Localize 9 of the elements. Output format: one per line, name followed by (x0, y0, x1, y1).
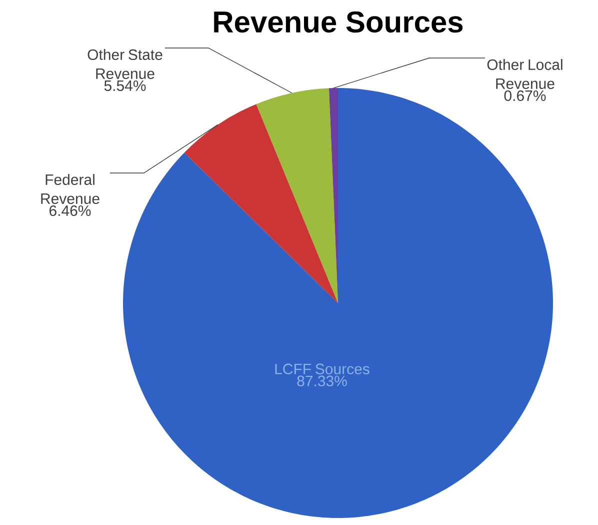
slice-label: Federal Revenue (41, 174, 100, 204)
slice-label: Other State Revenue (88, 48, 162, 79)
data-label: 5.54% (104, 80, 146, 91)
slice-label: LCFF Sources (275, 364, 370, 374)
slice-label: Other Local Revenue (487, 58, 562, 89)
data-label: 6.46% (50, 205, 91, 216)
data-label: 0.67% (504, 90, 546, 101)
data-label: 87.33% (297, 376, 347, 386)
chart-title: Revenue Sources (214, 11, 463, 33)
